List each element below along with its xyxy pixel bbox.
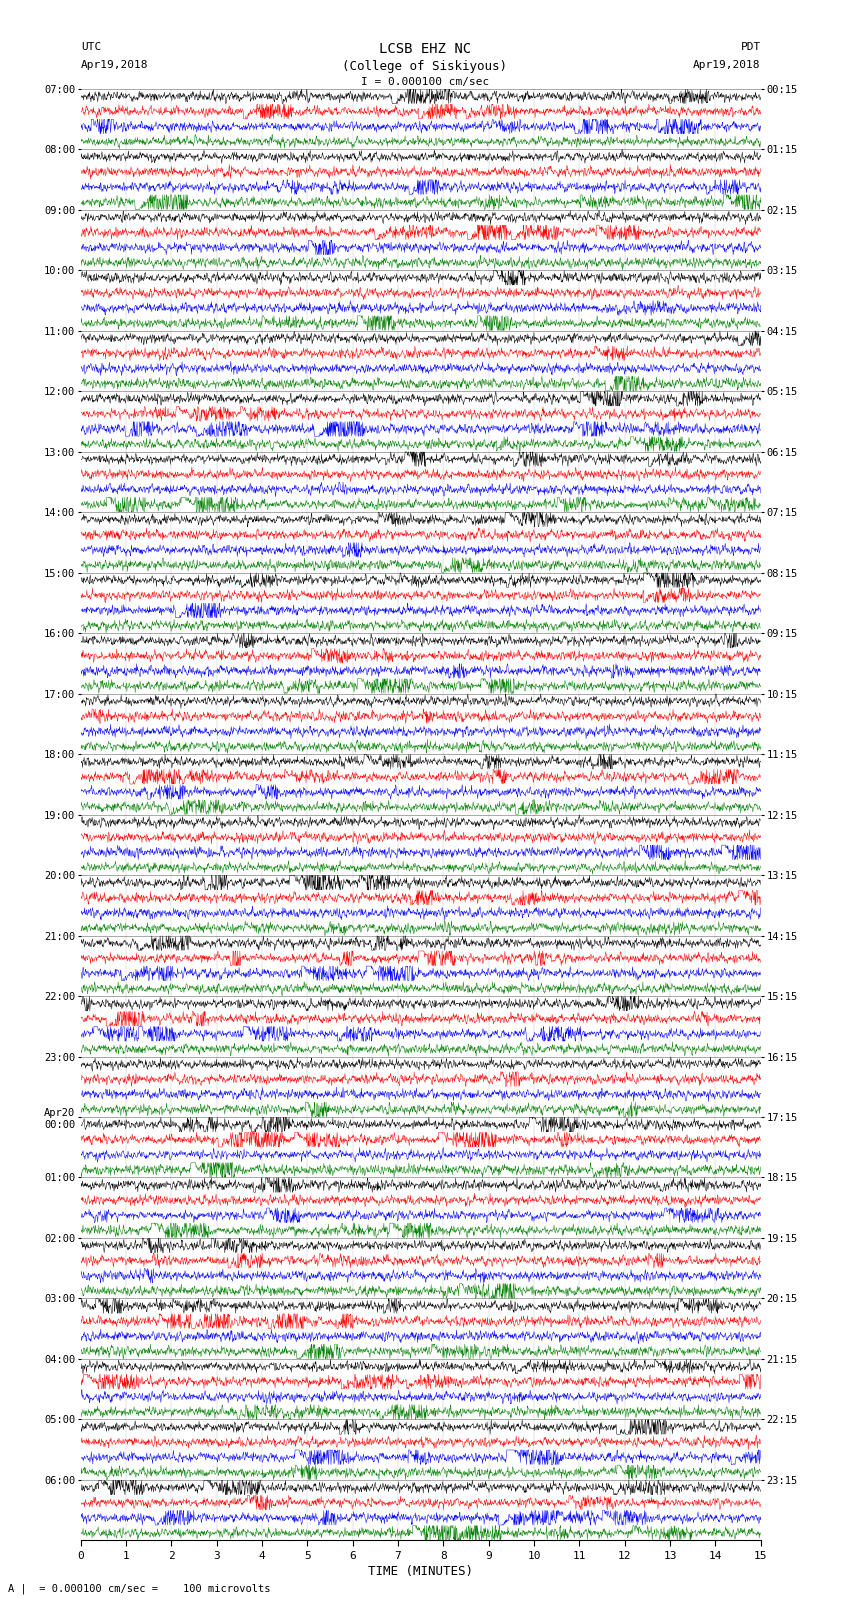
Text: A |  = 0.000100 cm/sec =    100 microvolts: A | = 0.000100 cm/sec = 100 microvolts [8,1582,271,1594]
Text: (College of Siskiyous): (College of Siskiyous) [343,60,507,73]
X-axis label: TIME (MINUTES): TIME (MINUTES) [368,1565,473,1578]
Text: I = 0.000100 cm/sec: I = 0.000100 cm/sec [361,77,489,87]
Text: LCSB EHZ NC: LCSB EHZ NC [379,42,471,56]
Text: UTC: UTC [81,42,101,52]
Text: Apr19,2018: Apr19,2018 [694,60,761,69]
Text: PDT: PDT [740,42,761,52]
Text: Apr19,2018: Apr19,2018 [81,60,148,69]
